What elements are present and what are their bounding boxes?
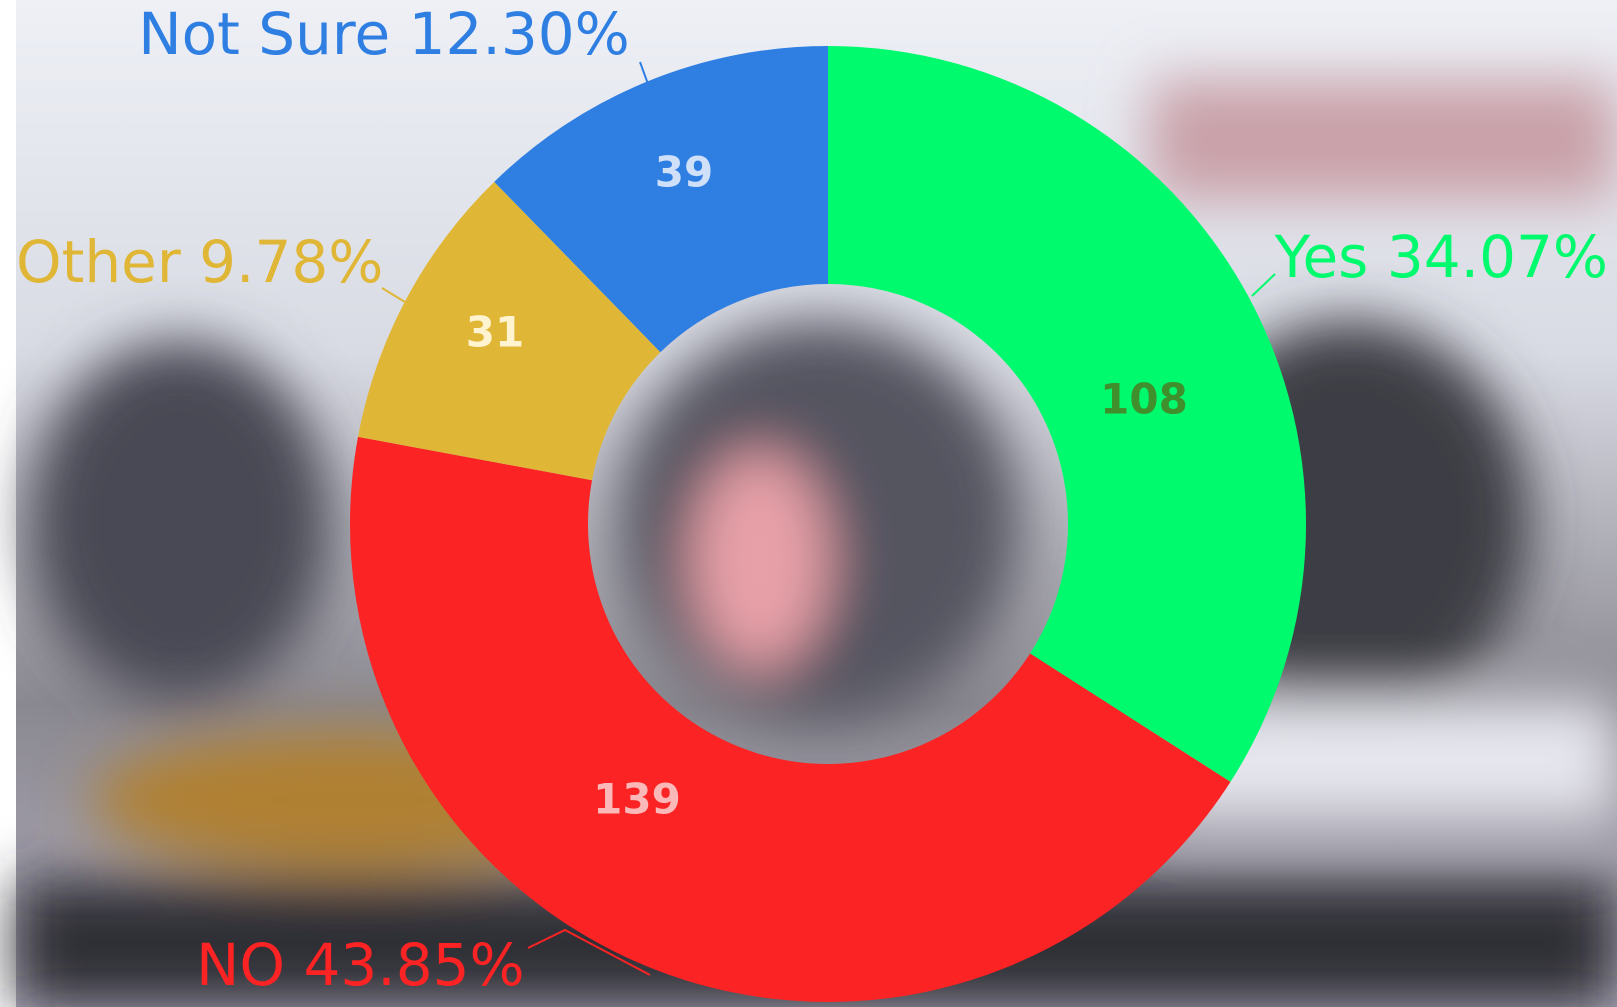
category-label: Not Sure 12.30% bbox=[138, 0, 629, 68]
category-label: Yes 34.07% bbox=[1274, 223, 1608, 291]
value-label: 108 bbox=[1100, 375, 1188, 424]
category-name: Not Sure bbox=[138, 0, 390, 68]
page: 108 Yes 34.07% 139 NO 43.85% 31 Other 9.78% 39… bbox=[0, 0, 1617, 1007]
percent-label: 9.78% bbox=[199, 228, 383, 296]
percent-label: 43.85% bbox=[303, 931, 524, 999]
value-label: 31 bbox=[466, 308, 524, 357]
category-label: NO 43.85% bbox=[196, 931, 525, 999]
category-name: NO bbox=[196, 931, 285, 999]
category-name: Other bbox=[16, 228, 181, 296]
value-label: 139 bbox=[593, 775, 681, 824]
value-label: 39 bbox=[655, 148, 713, 197]
category-name: Yes bbox=[1274, 223, 1369, 291]
percent-label: 12.30% bbox=[409, 0, 630, 68]
chart: 108 Yes 34.07% 139 NO 43.85% 31 Other 9.78% 39… bbox=[0, 0, 1617, 1007]
percent-label: 34.07% bbox=[1387, 223, 1608, 291]
category-label: Other 9.78% bbox=[16, 228, 383, 296]
